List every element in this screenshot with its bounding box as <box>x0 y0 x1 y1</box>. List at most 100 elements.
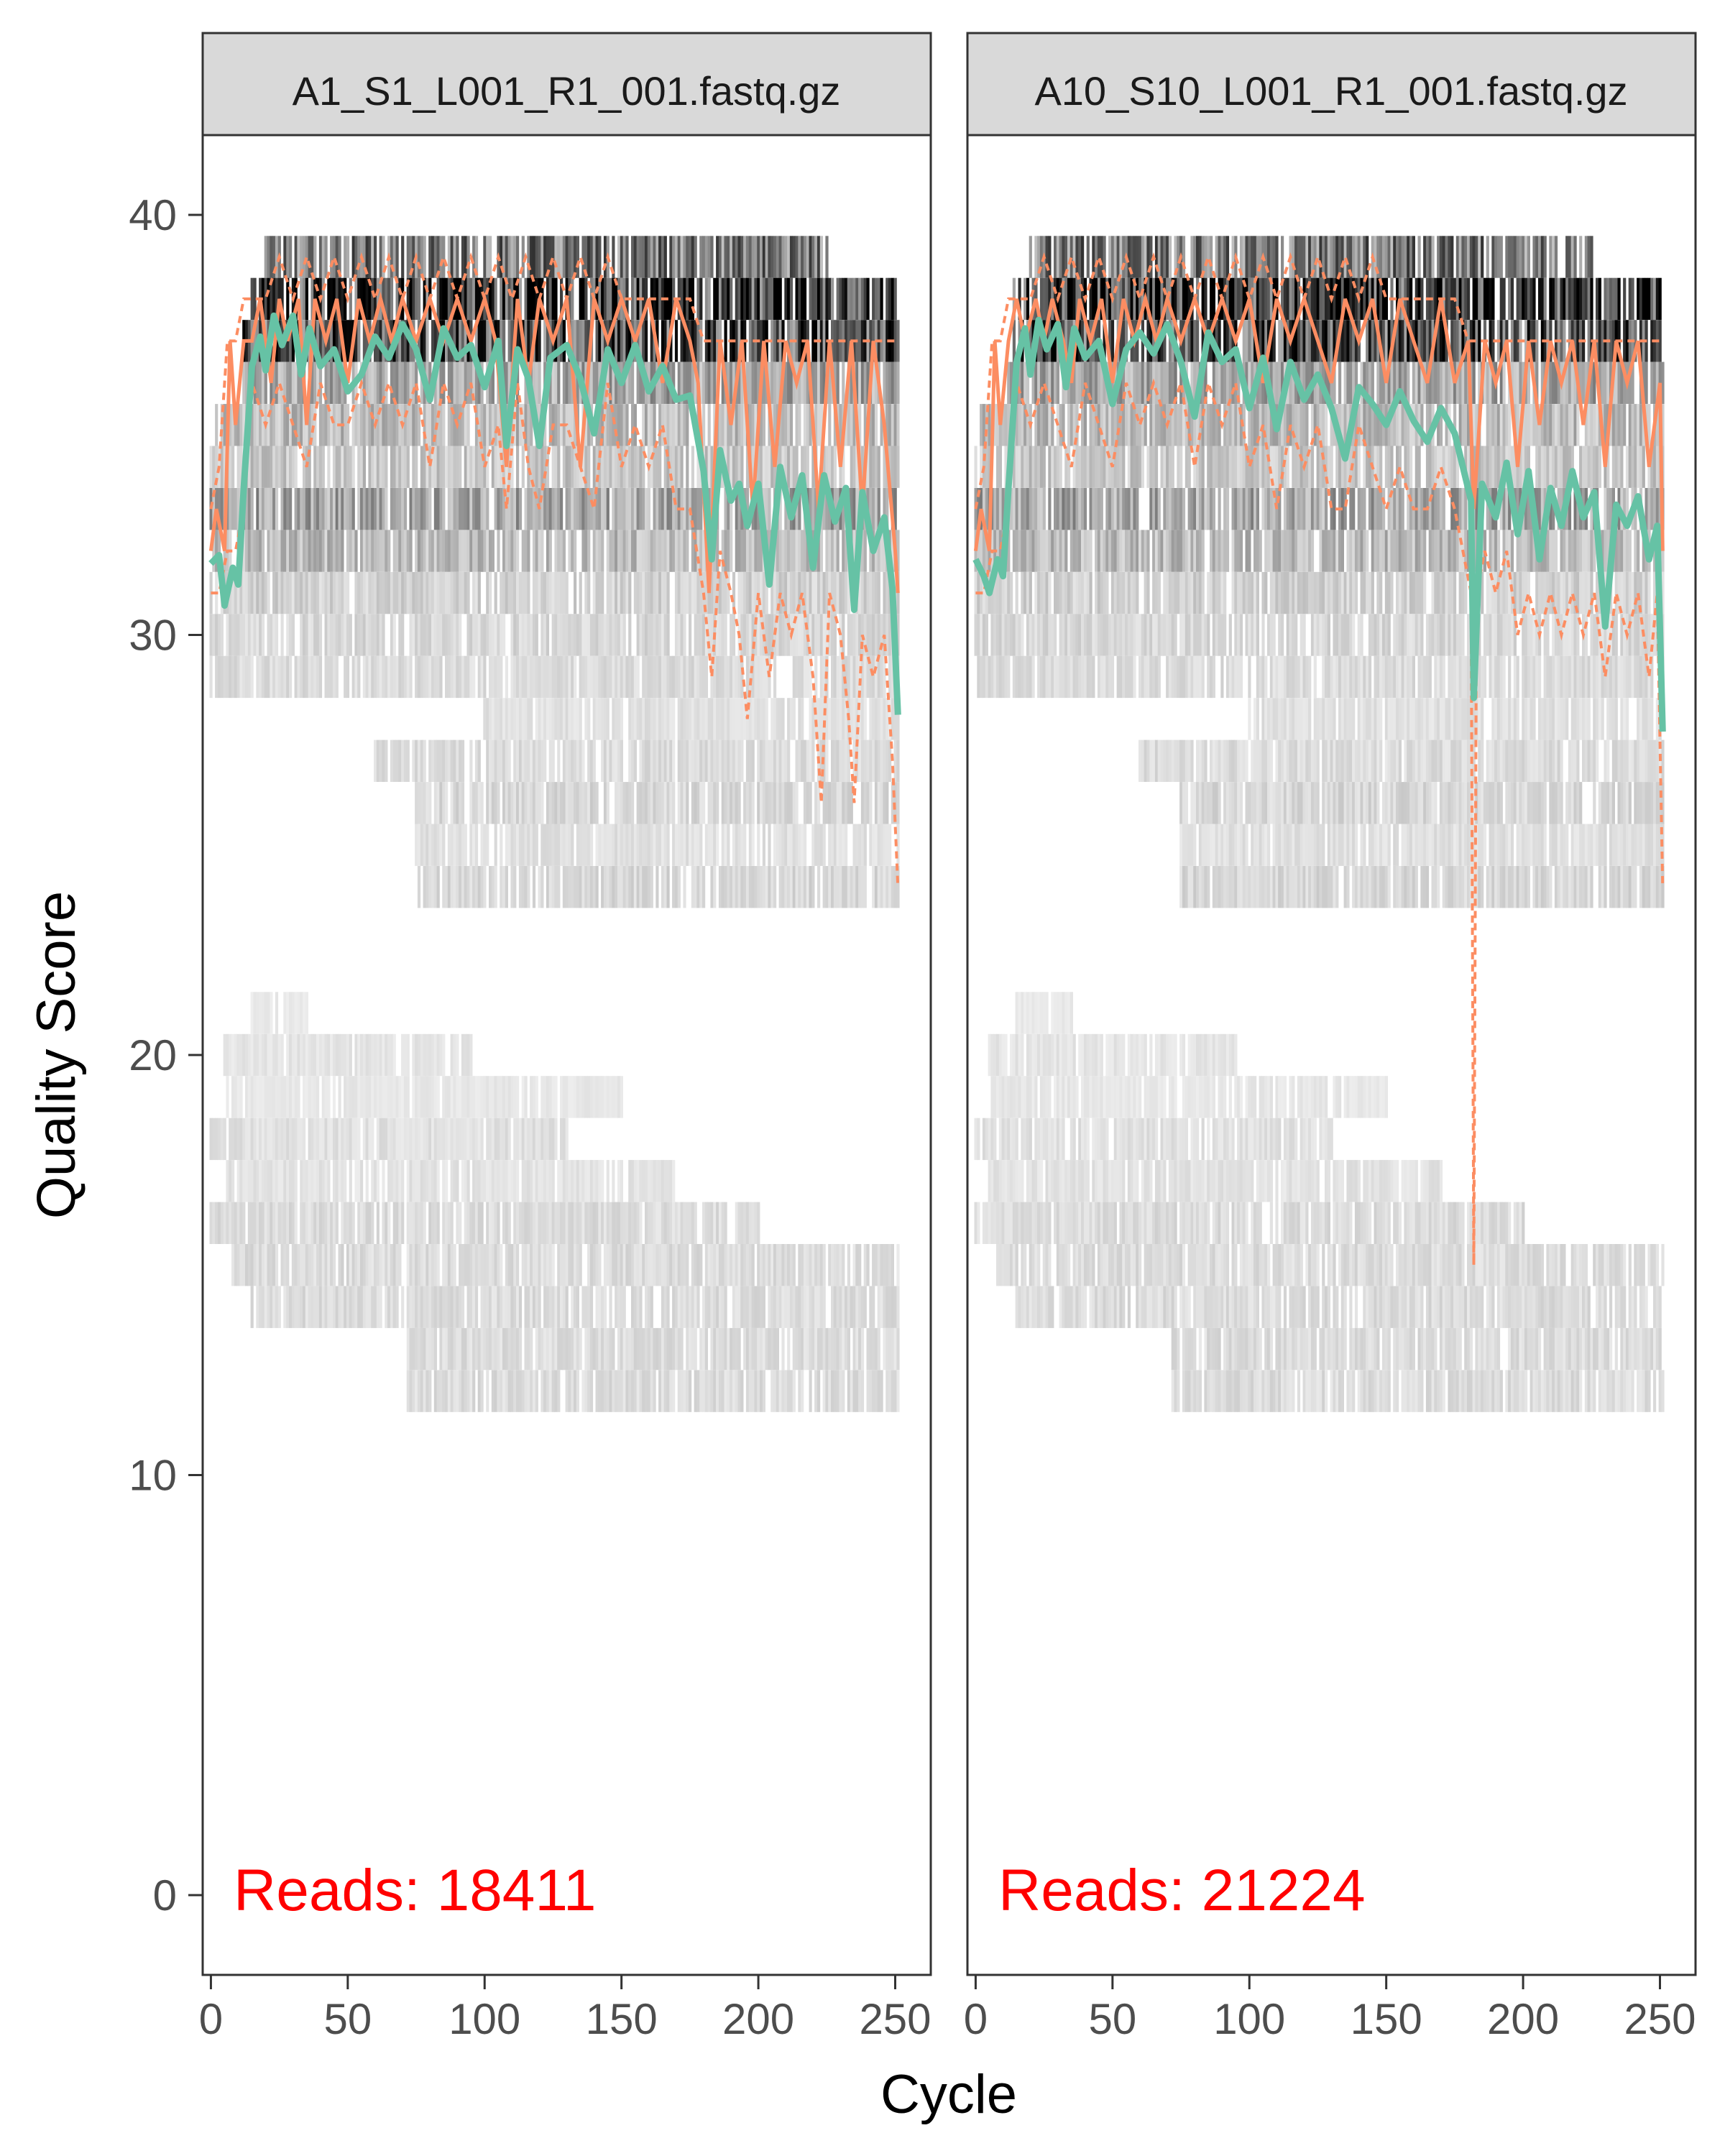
heat-cell <box>831 655 834 699</box>
heat-cell <box>259 1118 262 1161</box>
heat-cell <box>628 740 632 782</box>
heat-cell <box>374 571 377 614</box>
heat-cell <box>272 361 276 404</box>
heat-cell <box>395 1160 399 1202</box>
heat-cell <box>850 404 853 446</box>
heat-cell <box>494 1202 497 1244</box>
heat-cell <box>833 866 837 908</box>
heat-cell <box>606 655 610 699</box>
heat-cell <box>510 1286 514 1328</box>
heat-cell <box>469 1370 473 1412</box>
heat-cell <box>551 782 555 824</box>
heat-cell <box>464 488 467 530</box>
heat-cell <box>781 404 785 446</box>
heat-cell <box>598 1244 602 1286</box>
heat-cell <box>450 1160 454 1202</box>
heat-cell <box>620 1327 623 1370</box>
heat-cell <box>497 1244 500 1286</box>
heat-cell <box>702 655 706 699</box>
heat-cell <box>603 236 607 278</box>
heat-cell <box>653 614 656 656</box>
heat-cell <box>546 824 550 866</box>
heat-cell <box>486 782 489 824</box>
heat-cell <box>789 698 794 740</box>
heat-cell <box>595 530 599 572</box>
heat-cell <box>1108 277 1112 321</box>
heat-cell <box>579 614 582 656</box>
heat-cell <box>275 655 279 699</box>
heat-cell <box>707 361 711 404</box>
heat-cell <box>270 992 273 1034</box>
heat-cell <box>617 698 621 740</box>
heat-cell <box>751 236 755 278</box>
heat-cell <box>250 614 254 656</box>
heat-cell <box>792 446 796 488</box>
heat-cell <box>806 361 809 404</box>
heat-cell <box>617 866 621 908</box>
heat-cell <box>417 866 421 908</box>
heat-cell <box>332 655 336 699</box>
heat-cell <box>409 277 413 321</box>
heat-cell <box>283 992 287 1034</box>
heat-cell <box>677 655 681 699</box>
heat-cell <box>1554 277 1558 321</box>
heat-cell <box>403 740 408 782</box>
heat-cell <box>770 571 774 614</box>
heat-cell <box>886 1370 889 1412</box>
heat-cell <box>748 824 752 866</box>
heat-cell <box>272 446 276 488</box>
heat-cell <box>754 655 758 699</box>
heat-cell <box>584 320 588 362</box>
heat-cell <box>677 1202 681 1244</box>
heat-cell <box>584 1286 588 1328</box>
heat-cell <box>855 740 859 782</box>
heat-cell <box>453 404 456 446</box>
heat-cell <box>768 361 771 404</box>
heat-cell <box>584 446 588 488</box>
heat-cell <box>554 614 558 656</box>
heat-cell <box>860 740 865 782</box>
heat-cell <box>291 992 295 1034</box>
heat-cell <box>521 782 525 824</box>
heat-cell <box>491 446 494 488</box>
heat-cell <box>656 277 659 321</box>
heat-cell <box>631 404 635 446</box>
heat-cell <box>631 698 635 740</box>
heat-cell <box>239 1244 243 1286</box>
heat-cell <box>852 404 856 446</box>
heat-cell <box>344 1118 347 1161</box>
heat-cell <box>606 614 610 656</box>
heat-cell <box>656 1327 659 1370</box>
heat-cell <box>231 571 235 614</box>
heat-cell <box>787 404 791 446</box>
heat-cell <box>415 740 418 782</box>
heat-cell <box>683 571 686 614</box>
heat-cell <box>669 530 673 572</box>
heat-cell <box>1576 277 1580 321</box>
heat-cell <box>1239 236 1243 278</box>
heat-cell <box>888 824 892 866</box>
heat-cell <box>433 1160 437 1202</box>
heat-cell <box>477 571 481 614</box>
heat-cell <box>291 571 295 614</box>
heat-cell <box>442 1118 446 1161</box>
heat-cell <box>349 614 352 656</box>
heat-cell <box>305 1244 308 1286</box>
heat-cell <box>645 1244 648 1286</box>
heat-cell <box>650 404 653 446</box>
heat-cell <box>743 1286 747 1328</box>
heat-cell <box>300 571 303 614</box>
heat-cell <box>801 446 804 488</box>
heat-cell <box>842 1327 845 1370</box>
heat-cell <box>275 1118 279 1161</box>
heat-cell <box>543 740 547 782</box>
heat-cell <box>686 530 689 572</box>
heat-cell <box>426 1286 429 1328</box>
heat-cell <box>456 320 459 362</box>
heat-cell <box>267 614 270 656</box>
facet-panel-1: A1_S1_L001_R1_001.fastq.gz Reads: 18411 … <box>199 32 932 2043</box>
heat-cell <box>724 1286 727 1328</box>
heat-cell <box>442 782 446 824</box>
heat-cell <box>574 698 577 740</box>
heat-cell <box>316 1160 320 1202</box>
